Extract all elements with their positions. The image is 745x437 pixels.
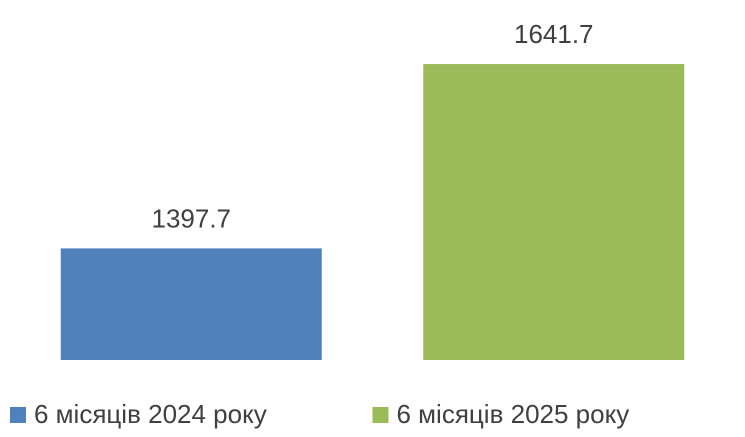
bar: [60, 248, 322, 360]
legend-label: 6 місяців 2024 року: [34, 399, 267, 429]
legend-label: 6 місяців 2025 року: [397, 399, 630, 429]
legend-swatch: [10, 407, 26, 423]
legend-swatch: [372, 407, 389, 423]
data-label: 1641.7: [514, 19, 594, 49]
data-label: 1397.7: [151, 203, 231, 233]
bar: [423, 64, 685, 360]
